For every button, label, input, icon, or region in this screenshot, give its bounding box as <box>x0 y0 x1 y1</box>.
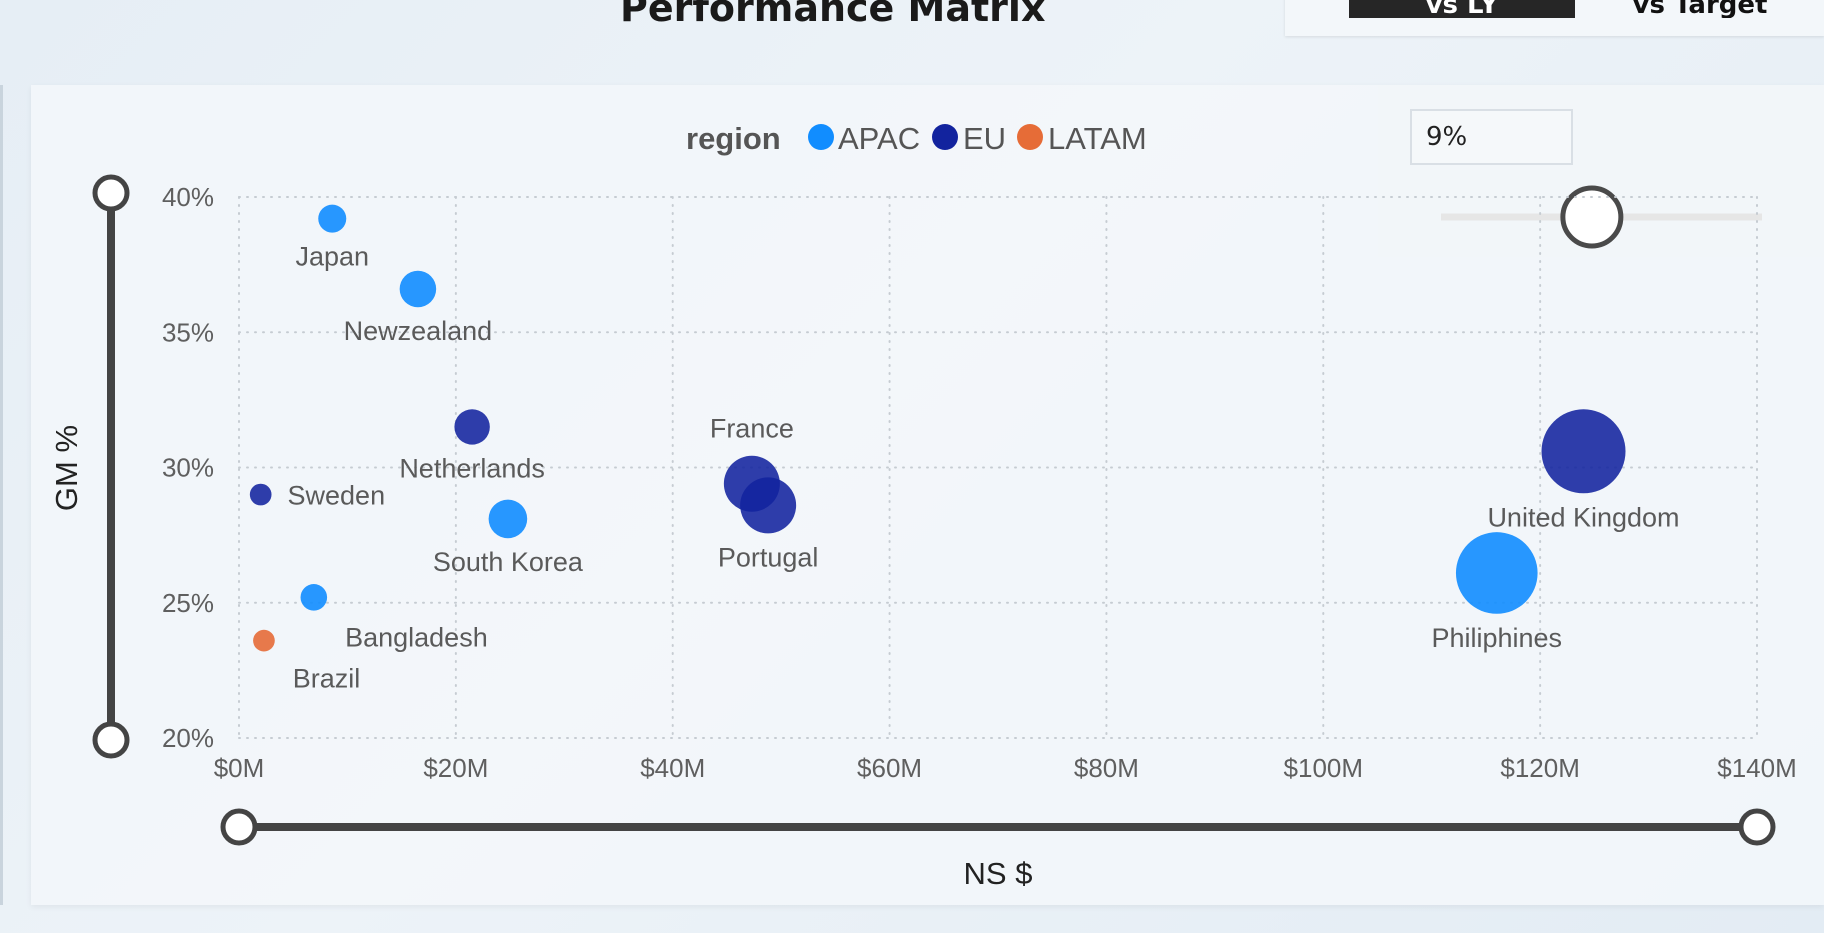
y-tick-label: 35% <box>162 317 214 347</box>
point-philiphines[interactable] <box>1455 532 1538 614</box>
point-label-newzealand: Newzealand <box>344 316 493 346</box>
legend-marker-apac <box>808 124 834 150</box>
point-south-korea[interactable] <box>488 499 528 539</box>
y-tick-label: 20% <box>162 723 214 753</box>
point-united-kingdom[interactable] <box>1541 409 1626 494</box>
point-label-japan: Japan <box>295 242 369 272</box>
parameter-slider-handle[interactable] <box>1560 185 1624 249</box>
y-range-handle-min[interactable] <box>92 721 130 759</box>
x-tick-label: $100M <box>1284 753 1364 783</box>
y-axis-ticks: 20% 25% 30% 35% 40% <box>162 182 214 753</box>
y-axis-title: GM % <box>49 425 84 511</box>
x-axis-ticks: $0M $20M $40M $60M $80M $100M $120M $140M <box>214 753 1797 783</box>
x-tick-label: $120M <box>1500 753 1580 783</box>
x-range-handle-min[interactable] <box>220 808 258 846</box>
x-tick-label: $20M <box>423 753 488 783</box>
data-labels: Japan Newzealand Netherlands Sweden South Ko… <box>288 242 1680 694</box>
data-points <box>249 204 1626 652</box>
legend-label-latam[interactable]: LATAM <box>1048 121 1147 156</box>
y-range-handle-max[interactable] <box>92 174 130 212</box>
x-tick-label: $140M <box>1717 753 1797 783</box>
legend-title: region <box>686 121 781 156</box>
x-tick-label: $60M <box>857 753 922 783</box>
legend-marker-latam <box>1017 124 1043 150</box>
y-tick-label: 30% <box>162 453 214 483</box>
parameter-slider[interactable] <box>1441 185 1762 249</box>
tab-vs-target[interactable]: vs Target <box>1632 0 1768 18</box>
x-range-handle-max[interactable] <box>1738 808 1776 846</box>
point-portugal[interactable] <box>740 477 797 534</box>
point-label-portugal: Portugal <box>718 542 819 572</box>
x-tick-label: $40M <box>640 753 705 783</box>
point-label-france: France <box>710 414 794 444</box>
legend-marker-eu <box>932 124 958 150</box>
view-toggle: vs LY vs Target <box>1285 0 1824 36</box>
x-axis-title: NS $ <box>964 856 1033 891</box>
left-panel-edge <box>0 85 3 905</box>
tab-vs-ly[interactable]: vs LY <box>1349 0 1575 18</box>
point-label-sweden: Sweden <box>288 481 386 511</box>
point-newzealand[interactable] <box>399 270 437 308</box>
page-title: Performance Matrix <box>620 0 1046 30</box>
y-axis-range-slider[interactable] <box>92 174 130 759</box>
legend-label-eu[interactable]: EU <box>963 121 1006 156</box>
x-tick-label: $0M <box>214 753 265 783</box>
point-label-south-korea: South Korea <box>433 547 584 577</box>
point-japan[interactable] <box>318 204 347 233</box>
point-sweden[interactable] <box>249 483 272 506</box>
point-label-brazil: Brazil <box>293 663 361 693</box>
legend: region APAC EU LATAM <box>686 121 1147 156</box>
point-label-philiphines: Philiphines <box>1431 623 1562 653</box>
y-tick-label: 40% <box>162 182 214 212</box>
point-brazil[interactable] <box>253 629 275 652</box>
x-axis-range-slider[interactable] <box>220 808 1776 846</box>
parameter-value-input[interactable]: 9% <box>1410 109 1573 165</box>
point-label-bangladesh: Bangladesh <box>345 623 488 653</box>
legend-label-apac[interactable]: APAC <box>838 121 920 156</box>
point-netherlands[interactable] <box>454 409 490 445</box>
y-tick-label: 25% <box>162 588 214 618</box>
x-tick-label: $80M <box>1074 753 1139 783</box>
point-label-netherlands: Netherlands <box>399 454 545 484</box>
point-label-united-kingdom: United Kingdom <box>1487 502 1679 532</box>
point-bangladesh[interactable] <box>300 584 328 611</box>
